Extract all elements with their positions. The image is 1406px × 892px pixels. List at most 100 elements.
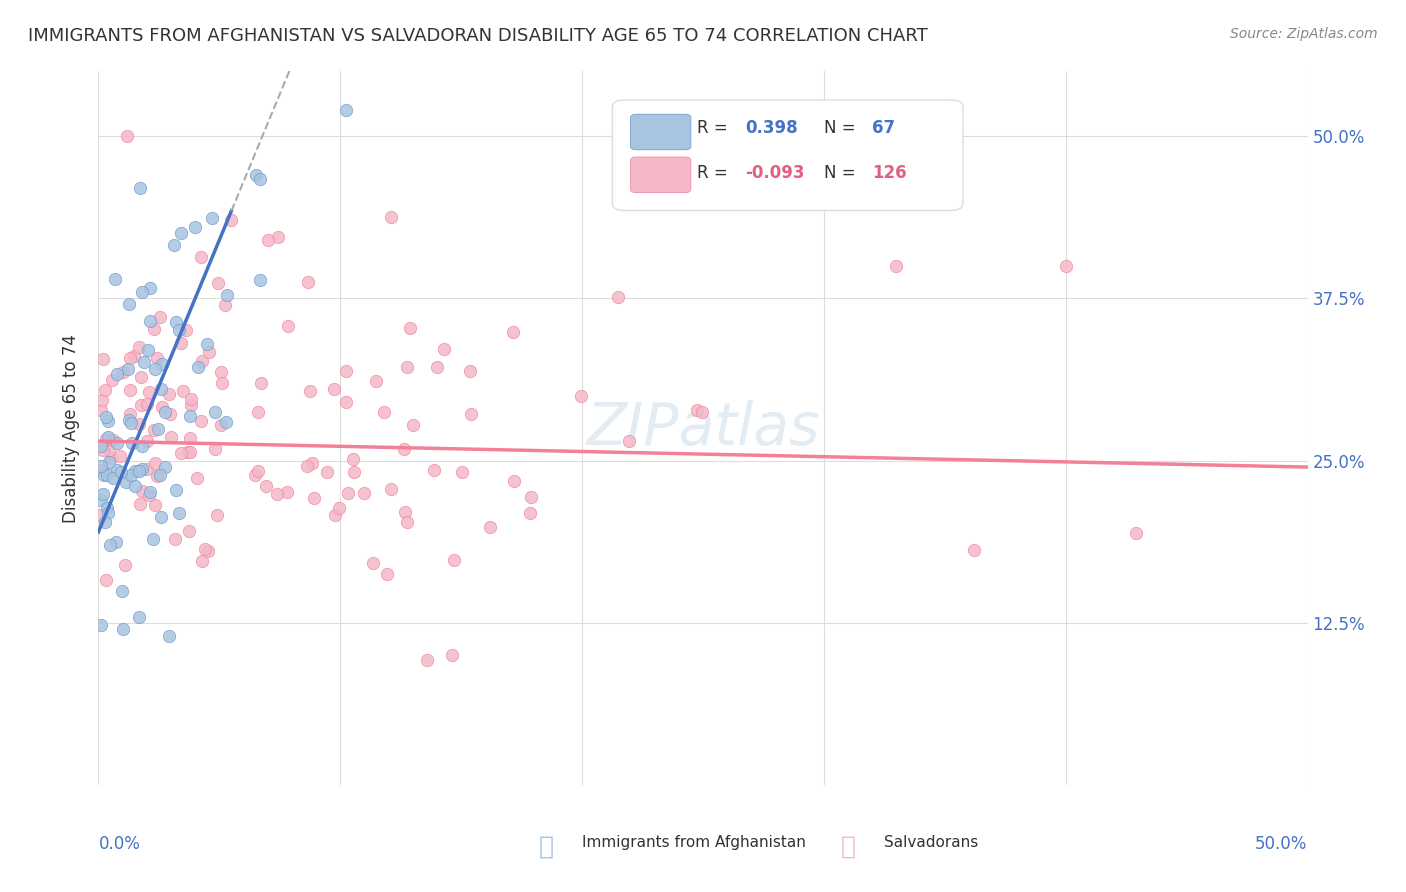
Point <box>97 414 120 428</box>
Text: 0.0%: 0.0% <box>98 835 141 853</box>
Point <box>139 314 162 328</box>
FancyBboxPatch shape <box>613 100 963 211</box>
Point <box>112 365 135 379</box>
Point <box>163 238 186 252</box>
Point <box>686 403 709 417</box>
Point <box>209 365 232 379</box>
Point <box>165 315 187 329</box>
Point <box>111 622 134 636</box>
Text: Immigrants from Afghanistan: Immigrants from Afghanistan <box>582 835 806 850</box>
Point <box>128 181 150 195</box>
Point <box>120 416 142 430</box>
Text: IMMIGRANTS FROM AFGHANISTAN VS SALVADORAN DISABILITY AGE 65 TO 74 CORRELATION CH: IMMIGRANTS FROM AFGHANISTAN VS SALVADORA… <box>28 27 928 45</box>
Point <box>194 541 217 556</box>
Point <box>402 417 425 432</box>
Point <box>396 359 419 374</box>
Point <box>129 370 152 384</box>
Point <box>380 483 402 497</box>
Point <box>353 486 375 500</box>
Point <box>363 556 385 570</box>
Point <box>179 409 201 424</box>
Point <box>107 435 129 450</box>
Point <box>138 488 160 502</box>
Point <box>190 414 212 428</box>
Point <box>101 471 124 485</box>
Point <box>146 351 169 365</box>
Point <box>205 508 228 523</box>
Point <box>190 353 212 368</box>
Text: 126: 126 <box>872 164 907 182</box>
Point <box>250 376 273 390</box>
Text: Salvadorans: Salvadorans <box>884 835 979 850</box>
Point <box>128 417 150 432</box>
Point <box>394 442 416 456</box>
Point <box>299 384 322 398</box>
Point <box>1054 259 1077 273</box>
Point <box>114 558 136 573</box>
Point <box>247 405 270 419</box>
Point <box>120 467 142 482</box>
Point <box>502 326 524 340</box>
Point <box>396 516 419 530</box>
Point <box>96 501 118 516</box>
Point <box>91 352 114 367</box>
Point <box>105 463 128 477</box>
Point <box>886 259 908 273</box>
Point <box>155 459 177 474</box>
Point <box>129 498 152 512</box>
Point <box>117 362 139 376</box>
Point <box>450 466 472 480</box>
Point <box>479 520 502 534</box>
Point <box>132 355 155 369</box>
Point <box>315 465 337 479</box>
Point <box>375 566 398 581</box>
Text: ⬜: ⬜ <box>841 835 856 859</box>
Point <box>254 479 277 493</box>
Point <box>276 485 298 500</box>
Point <box>94 383 117 397</box>
Point <box>337 486 360 500</box>
Point <box>117 129 139 144</box>
Point <box>98 455 121 469</box>
Point <box>142 321 165 335</box>
Point <box>179 431 201 445</box>
Text: N =: N = <box>824 164 855 182</box>
Text: N =: N = <box>824 120 855 137</box>
Point <box>93 467 115 482</box>
Point <box>131 285 153 299</box>
Point <box>1125 525 1147 540</box>
Point <box>197 544 219 558</box>
Point <box>118 383 141 397</box>
Point <box>690 405 713 419</box>
Point <box>433 342 456 356</box>
Point <box>197 344 219 359</box>
Point <box>209 418 232 433</box>
Point <box>394 505 416 519</box>
Point <box>131 483 153 498</box>
Point <box>249 171 271 186</box>
Point <box>165 532 187 546</box>
Point <box>302 491 325 505</box>
Point <box>277 318 299 333</box>
Point <box>569 389 592 403</box>
Point <box>103 433 125 447</box>
Text: Source: ZipAtlas.com: Source: ZipAtlas.com <box>1230 27 1378 41</box>
Point <box>335 364 357 378</box>
Point <box>150 382 173 396</box>
Point <box>159 407 181 421</box>
Point <box>440 648 463 662</box>
Point <box>187 359 209 374</box>
Point <box>245 168 267 182</box>
Point <box>170 446 193 460</box>
Point <box>170 335 193 350</box>
Point <box>90 403 112 417</box>
Point <box>94 573 117 587</box>
Point <box>100 451 122 466</box>
Point <box>160 429 183 443</box>
Point <box>243 468 266 483</box>
Point <box>335 395 357 409</box>
Point <box>128 340 150 354</box>
Point <box>96 432 118 446</box>
Point <box>136 434 159 448</box>
Point <box>157 630 180 644</box>
